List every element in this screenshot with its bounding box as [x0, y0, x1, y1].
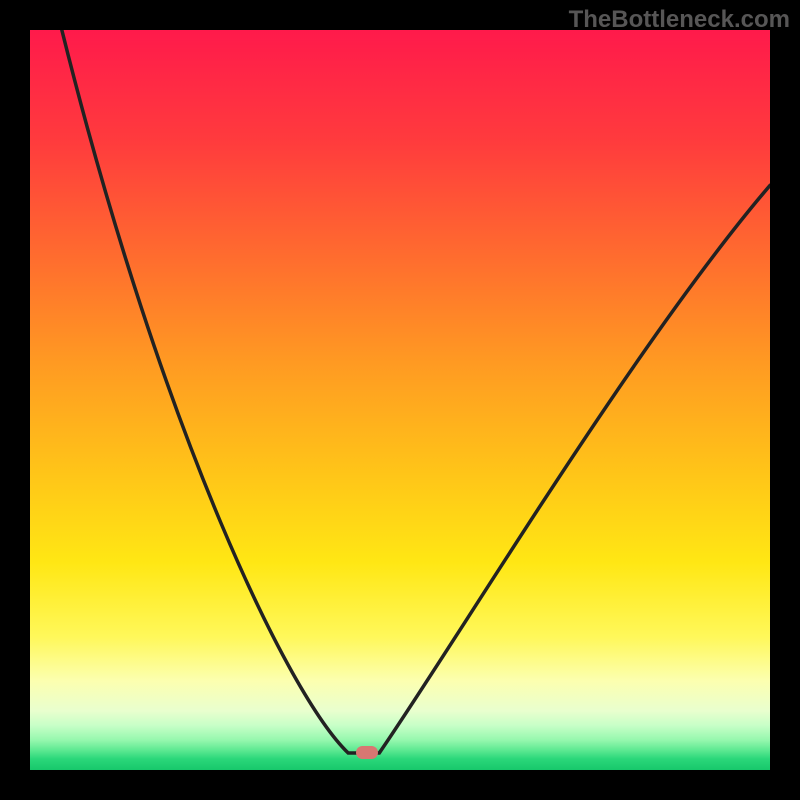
plot-area [30, 30, 770, 770]
watermark-text: TheBottleneck.com [569, 6, 790, 34]
optimum-marker [356, 746, 378, 759]
bottleneck-curve [30, 30, 770, 770]
